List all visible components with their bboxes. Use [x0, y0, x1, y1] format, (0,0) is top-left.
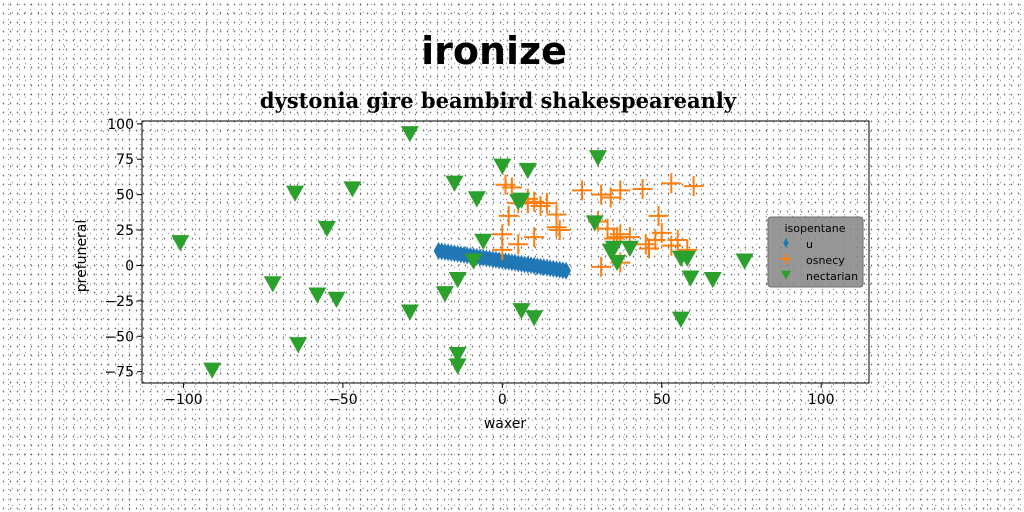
data-point-nectarian-3: [317, 220, 336, 238]
data-point-nectarian-27: [620, 240, 639, 258]
data-point-nectarian-6: [308, 287, 327, 304]
data-point-nectarian-12: [448, 271, 467, 289]
plot-marks: [171, 126, 754, 379]
x-tick-label: −50: [328, 392, 358, 408]
y-tick-label: 0: [125, 258, 134, 274]
data-point-osnecy-16: [498, 205, 519, 226]
data-point-nectarian-11: [435, 286, 454, 303]
y-tick-label: 25: [116, 223, 134, 239]
x-tick-label: 0: [498, 392, 507, 408]
data-point-nectarian-9: [203, 362, 222, 379]
data-point-nectarian-1: [286, 185, 305, 202]
data-point-nectarian-33: [671, 311, 690, 328]
data-point-nectarian-13: [445, 175, 464, 192]
y-tick-label: 100: [107, 117, 134, 133]
y-axis-label: prefuneral: [74, 220, 90, 292]
data-point-osnecy-34: [635, 234, 656, 255]
data-point-nectarian-5: [263, 276, 282, 293]
data-point-nectarian-19: [493, 158, 512, 175]
data-point-osnecy-22: [508, 234, 529, 255]
legend-label-osnecy: osnecy: [806, 254, 845, 267]
legend-box: [767, 216, 864, 288]
y-tick-label: −75: [104, 365, 134, 381]
data-point-osnecy-37: [591, 256, 612, 277]
chart-title: ironize: [421, 29, 567, 73]
legend-entries: u osnecy nectarian: [781, 238, 858, 283]
data-point-osnecy-36: [648, 205, 669, 226]
x-tick-label: −100: [164, 392, 202, 408]
x-tick-label: 50: [653, 392, 671, 408]
data-point-osnecy-20: [549, 220, 570, 241]
legend-marker-nectarian: [781, 270, 791, 280]
data-point-nectarian-24: [585, 215, 604, 232]
data-point-nectarian-36: [512, 303, 531, 320]
plot-frame: [141, 120, 870, 384]
data-point-osnecy-9: [591, 184, 612, 205]
legend-label-u: u: [806, 238, 813, 251]
data-point-osnecy-27: [651, 222, 672, 243]
y-tick-label: −25: [104, 294, 134, 310]
data-point-osnecy-14: [683, 176, 704, 197]
data-point-nectarian-8: [289, 337, 308, 354]
data-point-nectarian-34: [678, 250, 697, 267]
data-point-nectarian-31: [703, 271, 722, 289]
data-point-osnecy-21: [492, 239, 513, 260]
data-point-osnecy-35: [638, 238, 659, 259]
data-point-nectarian-22: [512, 192, 531, 209]
x-axis-label: waxer: [484, 416, 526, 432]
data-point-nectarian-7: [327, 291, 346, 308]
data-point-nectarian-32: [735, 253, 754, 270]
data-point-osnecy-6: [536, 193, 557, 214]
data-point-nectarian-28: [608, 254, 627, 272]
y-tick-label: −50: [104, 329, 134, 345]
legend-label-nectarian: nectarian: [806, 270, 858, 283]
data-point-nectarian-4: [171, 235, 190, 252]
data-point-nectarian-2: [343, 181, 362, 198]
y-tick-label: 50: [116, 188, 134, 204]
data-point-nectarian-15: [448, 358, 467, 375]
data-point-nectarian-10: [400, 304, 419, 321]
legend-title: isopentane: [784, 222, 845, 235]
data-point-nectarian-20: [518, 162, 537, 180]
data-point-osnecy-13: [661, 173, 682, 194]
data-point-osnecy-12: [632, 178, 653, 199]
data-point-osnecy-8: [572, 180, 593, 201]
legend-marker-osnecy: [781, 254, 791, 264]
data-point-nectarian-30: [681, 270, 700, 287]
data-point-nectarian-35: [525, 310, 544, 327]
data-point-osnecy-19: [546, 217, 567, 238]
x-tick-label: 100: [808, 392, 835, 408]
data-point-nectarian-23: [588, 150, 607, 167]
data-point-nectarian-17: [474, 233, 493, 250]
legend-marker-u: [783, 238, 789, 248]
data-point-nectarian-0: [400, 126, 419, 143]
y-tick-label: 75: [116, 152, 134, 168]
x-axis-ticks: −100 −50 0 50 100: [164, 383, 835, 408]
data-point-osnecy-29: [667, 229, 688, 250]
y-axis-ticks: −75 −50 −25 0 25 50 75 100: [104, 117, 142, 381]
legend: isopentane u osnecy nectarian: [767, 216, 864, 288]
data-point-nectarian-26: [601, 243, 620, 260]
data-point-u-40: [561, 261, 572, 280]
data-point-osnecy-18: [524, 227, 545, 248]
chart-subtitle: dystonia gire beambird shakespeareanly: [260, 88, 737, 113]
data-point-osnecy-11: [610, 180, 631, 201]
data-point-nectarian-16: [464, 253, 483, 270]
data-point-nectarian-14: [448, 347, 467, 364]
data-point-nectarian-18: [467, 191, 486, 208]
